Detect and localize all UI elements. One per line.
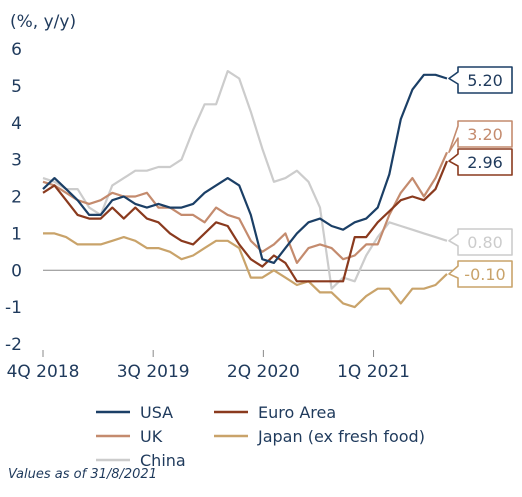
y-tick-label: 6 xyxy=(11,40,22,60)
end-value-label: 3.20 xyxy=(467,125,503,144)
y-tick-label: -1 xyxy=(5,298,22,318)
y-tick-label: 4 xyxy=(11,114,22,134)
series-line-euro-area xyxy=(42,160,449,283)
end-value-label: -0.10 xyxy=(464,265,505,284)
y-tick-label: -2 xyxy=(5,335,22,355)
x-tick-label: 2Q 2020 xyxy=(227,362,300,382)
legend-label: USA xyxy=(140,403,173,422)
y-tick-label: 2 xyxy=(11,188,22,208)
series-line-japan-ex-fresh-food- xyxy=(43,232,448,309)
y-tick-label: 0 xyxy=(11,261,22,281)
series-line-uk xyxy=(42,151,449,264)
legend-label: China xyxy=(140,451,186,470)
end-value-label: 0.80 xyxy=(467,233,503,252)
x-tick-label: 1Q 2021 xyxy=(337,362,410,382)
x-tick-label: 3Q 2019 xyxy=(117,362,190,382)
end-label-callout xyxy=(448,66,513,94)
y-tick-label: 1 xyxy=(11,224,22,244)
series-line-china xyxy=(42,69,448,290)
y-axis-ticks: 6 5 4 3 2 1 0 -1 -2 xyxy=(5,40,22,355)
end-value-label: 2.96 xyxy=(467,153,503,172)
end-label-callout xyxy=(448,260,513,288)
x-tick-label: 4Q 2018 xyxy=(7,362,80,382)
end-label-callout xyxy=(448,228,513,256)
legend: USA Euro Area UK Japan (ex fresh food) China xyxy=(96,403,425,470)
end-labels: 5.20 3.20 2.96 0.80 -0.10 xyxy=(448,66,513,288)
legend-label: Japan (ex fresh food) xyxy=(257,427,425,446)
end-value-label: 5.20 xyxy=(467,71,503,90)
y-unit-label: (%, y/y) xyxy=(10,12,76,32)
y-tick-label: 3 xyxy=(11,151,22,171)
series-lines xyxy=(42,69,449,309)
end-label-callout xyxy=(448,120,513,154)
values-date-note: Values as of 31/8/2021 xyxy=(8,467,157,482)
x-axis-ticks: 4Q 2018 3Q 2019 2Q 2020 1Q 2021 xyxy=(7,350,410,382)
legend-label: Euro Area xyxy=(258,403,336,422)
legend-label: UK xyxy=(140,427,163,446)
y-tick-label: 5 xyxy=(11,77,22,97)
series-line-usa xyxy=(42,73,448,264)
end-label-callout xyxy=(448,148,513,176)
